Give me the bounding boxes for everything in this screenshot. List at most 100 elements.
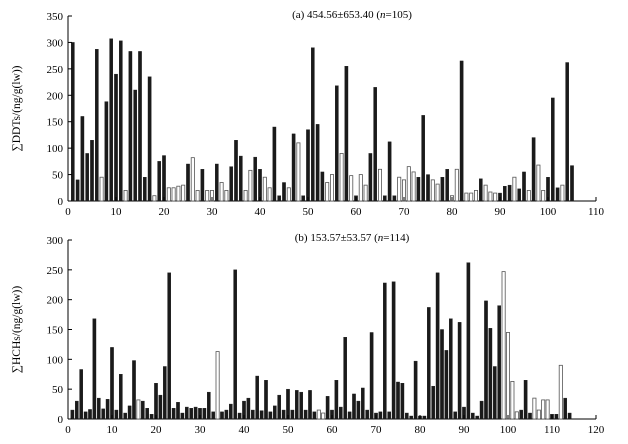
bar (220, 411, 224, 420)
y-tick-label: 100 (47, 143, 64, 155)
bar (96, 397, 101, 420)
bar (545, 399, 550, 420)
bar (510, 381, 515, 420)
x-tick-label: 70 (399, 206, 411, 218)
bar (171, 187, 176, 202)
bar (347, 411, 352, 420)
bar (250, 409, 255, 420)
bar (238, 155, 243, 202)
bar (267, 187, 272, 202)
x-tick-label: 50 (303, 206, 315, 218)
bar (281, 409, 286, 420)
bar (180, 412, 185, 420)
bar (560, 184, 565, 202)
bar (541, 190, 546, 202)
bar (228, 403, 233, 420)
y-tick-label: 50 (52, 384, 64, 396)
bar (558, 364, 563, 420)
y-axis-label: ∑DDTs/(ng/g(lw)) (11, 65, 23, 151)
bar (296, 142, 301, 202)
bar (440, 177, 445, 202)
x-tick-label: 30 (195, 424, 207, 436)
bar (473, 190, 478, 202)
bar (369, 332, 374, 420)
x-tick-label: 60 (327, 424, 339, 436)
bar (268, 411, 273, 420)
x-tick-label: 10 (107, 424, 119, 436)
bar (132, 360, 136, 420)
bar (109, 38, 113, 202)
bar (105, 399, 110, 420)
bar (413, 360, 418, 420)
y-tick-label: 300 (47, 37, 64, 49)
bar (152, 195, 157, 202)
bar (74, 400, 79, 420)
bar (339, 406, 343, 420)
bar (321, 412, 326, 420)
bar (387, 411, 392, 420)
bar (277, 394, 282, 420)
bar (128, 51, 133, 202)
bar (286, 187, 291, 202)
bar (536, 409, 541, 420)
bar (339, 153, 344, 202)
bar (484, 300, 488, 420)
y-tick-label: 50 (52, 170, 64, 182)
bar (454, 168, 459, 202)
bar (526, 190, 531, 202)
bar (167, 272, 172, 420)
bar (147, 76, 152, 202)
y-tick-label: 350 (47, 11, 64, 23)
bar (528, 412, 532, 420)
bar (233, 269, 238, 420)
bar (114, 409, 119, 420)
bar-series (70, 38, 574, 202)
bar (334, 380, 339, 420)
bar (154, 383, 158, 420)
bar (397, 176, 402, 202)
bar (145, 408, 150, 420)
bar (387, 141, 392, 202)
bar (352, 393, 356, 420)
x-tick-label: 60 (351, 206, 363, 218)
bar (224, 190, 229, 202)
bar (368, 153, 373, 202)
bar (118, 374, 123, 420)
bar (329, 174, 334, 202)
bar (127, 405, 132, 420)
bar (356, 400, 361, 420)
x-tick-label: 70 (371, 424, 383, 436)
bar (171, 408, 176, 420)
y-tick-label: 250 (47, 265, 64, 277)
bar (264, 380, 268, 420)
bar (411, 171, 416, 202)
x-tick-label: 80 (447, 206, 459, 218)
bar (158, 394, 163, 420)
bar (104, 101, 109, 202)
bar (430, 179, 435, 202)
bar (464, 192, 469, 202)
bar (83, 411, 88, 420)
bar (358, 174, 363, 202)
bar (234, 140, 238, 202)
x-tick-label: 20 (151, 424, 163, 436)
bar (523, 380, 528, 420)
bar (471, 412, 475, 420)
bar (555, 187, 560, 202)
bar (570, 165, 574, 202)
bar (166, 187, 171, 202)
bar (290, 409, 295, 420)
bar (519, 409, 523, 420)
bar (237, 412, 242, 420)
bar (176, 402, 180, 420)
bar (532, 397, 537, 420)
bar (286, 388, 290, 420)
bar (295, 390, 299, 420)
bar (80, 116, 85, 202)
bar (219, 182, 224, 202)
bar (427, 307, 431, 420)
y-tick-label: 0 (58, 196, 64, 208)
bar (282, 182, 286, 202)
bar (85, 153, 89, 202)
bar (383, 195, 387, 202)
